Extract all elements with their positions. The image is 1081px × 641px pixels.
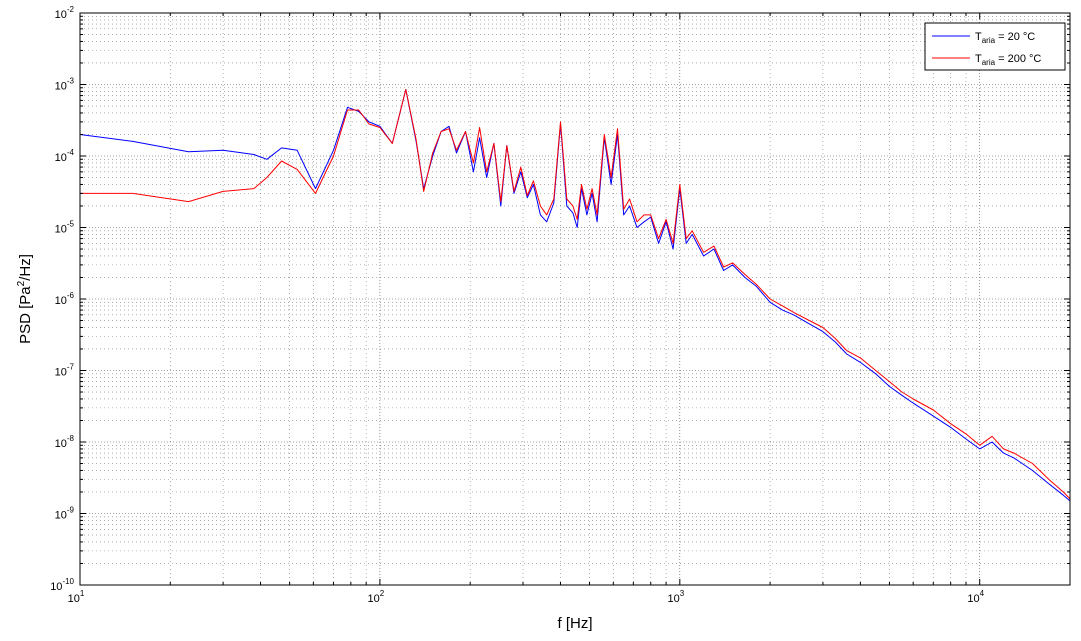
- y-tick-label-base: 10: [55, 367, 67, 379]
- x-tick-label: 103: [667, 589, 684, 605]
- y-tick-label: 10-9: [55, 506, 75, 522]
- x-tick-label-exp: 1: [80, 589, 85, 598]
- y-tick-label-base: 10: [55, 152, 67, 164]
- x-tick-label: 102: [368, 589, 385, 605]
- x-axis-label: f [Hz]: [557, 615, 592, 632]
- legend-entry-200-rest: = 200 °C: [995, 53, 1041, 65]
- y-tick-label-exp: -2: [67, 5, 75, 14]
- y-tick-label-base: 10: [50, 581, 62, 593]
- x-tick-label-base: 10: [368, 593, 380, 605]
- y-tick-label-base: 10: [55, 224, 67, 236]
- legend-entry-200: Taria = 200 °C: [975, 53, 1041, 67]
- y-tick-label-exp: -5: [67, 220, 75, 229]
- series-line-1: [80, 89, 1071, 500]
- y-axis-label-sup: 2: [16, 280, 27, 286]
- legend-box: [924, 22, 1066, 71]
- y-tick-label: 10-2: [55, 5, 75, 21]
- y-tick-label-exp: -8: [67, 434, 75, 443]
- y-tick-label-base: 10: [55, 9, 67, 21]
- x-tick-label-base: 10: [667, 593, 679, 605]
- x-tick-label-exp: 4: [980, 589, 985, 598]
- y-tick-label-base: 10: [55, 510, 67, 522]
- y-tick-label: 10-10: [50, 577, 74, 593]
- y-axis-label-rest: /Hz]: [17, 254, 34, 281]
- y-tick-label-base: 10: [55, 438, 67, 450]
- y-axis-label-main: PSD [Pa: [17, 286, 34, 344]
- y-tick-label: 10-4: [55, 148, 75, 164]
- y-tick-label-exp: -7: [67, 363, 75, 372]
- y-tick-label-base: 10: [55, 295, 67, 307]
- x-tick-label-base: 10: [967, 593, 979, 605]
- y-tick-label-exp: -6: [67, 291, 75, 300]
- y-tick-label: 10-3: [55, 77, 75, 93]
- legend-entry-20: Taria = 20 °C: [975, 31, 1035, 45]
- x-tick-label: 104: [967, 589, 984, 605]
- y-tick-label-exp: -3: [67, 77, 75, 86]
- legend-entry-20-sub: aria: [982, 36, 996, 45]
- y-tick-label: 10-6: [55, 291, 75, 307]
- x-tick-label-base: 10: [68, 593, 80, 605]
- y-tick-label-exp: -9: [67, 506, 75, 515]
- y-tick-label: 10-5: [55, 220, 75, 236]
- series-layer: [79, 89, 1071, 502]
- x-tick-label-exp: 2: [380, 589, 385, 598]
- legend-entry-200-main: T: [975, 53, 982, 65]
- y-axis-label: PSD [Pa2/Hz]: [16, 254, 34, 344]
- legend-entry-20-main: T: [975, 31, 982, 43]
- x-tick-label: 101: [68, 589, 85, 605]
- y-tick-label: 10-7: [55, 363, 75, 379]
- tick-layer: 101 102 103 10410-1010-910-810-710-610-510-…: [50, 5, 1071, 605]
- y-tick-label-exp: -4: [67, 148, 75, 157]
- y-tick-label-base: 10: [55, 81, 67, 93]
- legend: Taria = 20 °C Taria = 200 °C: [924, 22, 1066, 71]
- y-tick-label-exp: -10: [62, 577, 74, 586]
- legend-entry-200-sub: aria: [982, 58, 996, 67]
- legend-entry-20-rest: = 20 °C: [995, 31, 1035, 43]
- y-tick-label: 10-8: [55, 434, 75, 450]
- x-tick-label-exp: 3: [680, 589, 685, 598]
